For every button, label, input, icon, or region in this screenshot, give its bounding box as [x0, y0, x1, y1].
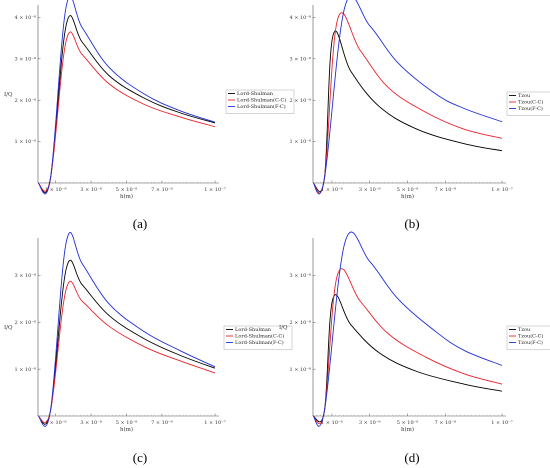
panel-caption: (a)	[133, 216, 147, 231]
legend-box	[506, 91, 550, 116]
y-axis-label: I/Q	[4, 325, 13, 331]
x-tick-label: 1 × 10⁻⁸	[45, 420, 67, 426]
panel-caption: (d)	[404, 450, 419, 465]
chart-panel-c: 1 × 10⁻⁸ 2 × 10⁻⁸ 3 × 10⁻⁸ 1 × 10⁻⁸ 3 × 10⁻⁸…	[4, 232, 293, 465]
legend: Lord-ShulmanLord-Shulman(C-C)Lord-Shulma…	[223, 325, 293, 350]
series-line-2	[37, 280, 216, 424]
legend-label: Lord-Shulman(F-C)	[237, 103, 286, 110]
legend-label: Tzou(F-C)	[518, 339, 543, 346]
x-tick-label: 5 × 10⁻⁸	[116, 420, 138, 426]
series-line-2	[312, 12, 503, 194]
legend-label: Tzou	[518, 93, 531, 99]
y-tick-label: 3 × 10⁻⁸	[289, 56, 311, 62]
series-line-3	[37, 232, 216, 427]
y-tick-label: 1 × 10⁻⁸	[14, 367, 36, 373]
series-line-1	[37, 15, 216, 193]
x-tick-label: 1 × 10⁻⁸	[45, 187, 67, 193]
y-tick-label: 2 × 10⁻⁸	[14, 320, 36, 326]
series-line-2	[37, 31, 216, 192]
y-tick-label: 2 × 10⁻⁸	[289, 320, 311, 326]
x-axis-label: h(m)	[401, 193, 414, 200]
y-tick-label: 1 × 10⁻⁸	[289, 367, 311, 373]
legend-box	[223, 325, 293, 350]
legend-label: Lord-Shulman(C-C)	[235, 333, 284, 340]
series-line-3	[312, 231, 503, 427]
y-tick-label: 3 × 10⁻⁸	[289, 273, 311, 279]
x-tick-label: 1 × 10⁻⁸	[321, 420, 343, 426]
y-tick-label: 3 × 10⁻⁸	[14, 56, 36, 62]
x-tick-label: 5 × 10⁻⁸	[397, 187, 419, 193]
x-tick-label: 1 × 10⁻⁷	[204, 420, 226, 426]
chart-panel-d: 1 × 10⁻⁸ 2 × 10⁻⁸ 3 × 10⁻⁸ 1 × 10⁻⁸ 3 × 10⁻⁸…	[279, 231, 550, 465]
chart-panel-a: 1 × 10⁻⁸ 2 × 10⁻⁸ 3 × 10⁻⁸ 4 × 10⁻⁸ 1 × 10⁻⁸…	[4, 0, 295, 231]
legend-label: Tzou	[518, 327, 531, 333]
x-tick-label: 5 × 10⁻⁸	[116, 187, 138, 193]
y-tick-label: 1 × 10⁻⁸	[14, 139, 36, 145]
x-tick-label: 1 × 10⁻⁸	[321, 187, 343, 193]
legend-box	[225, 89, 295, 114]
y-axis-label: I/Q	[4, 92, 13, 98]
y-axis-label: I/Q	[279, 325, 288, 331]
x-tick-label: 3 × 10⁻⁸	[359, 187, 381, 193]
y-tick-label: 2 × 10⁻⁸	[289, 98, 311, 104]
x-tick-label: 7 × 10⁻⁸	[151, 187, 173, 193]
panel-caption: (c)	[133, 450, 147, 465]
x-tick-label: 1 × 10⁻⁷	[204, 187, 226, 193]
panel-caption: (b)	[404, 216, 419, 231]
legend-box	[506, 325, 550, 350]
legend-label: Lord-Shulman(C-C)	[237, 97, 286, 104]
series-line-3	[312, 0, 503, 195]
x-tick-label: 5 × 10⁻⁸	[397, 420, 419, 426]
x-tick-label: 3 × 10⁻⁸	[80, 420, 102, 426]
chart-panel-b: 1 × 10⁻⁸ 2 × 10⁻⁸ 3 × 10⁻⁸ 4 × 10⁻⁸ 1 × 10⁻⁸…	[289, 0, 550, 231]
legend-label: Lord-Shulman	[235, 327, 272, 333]
legend-label: Tzou(F-C)	[518, 105, 543, 112]
y-tick-label: 4 × 10⁻⁸	[289, 15, 311, 21]
y-tick-label: 2 × 10⁻⁸	[14, 98, 36, 104]
y-tick-label: 3 × 10⁻⁸	[14, 273, 36, 279]
x-tick-label: 7 × 10⁻⁸	[435, 420, 457, 426]
y-tick-label: 1 × 10⁻⁸	[289, 139, 311, 145]
series-line-3	[37, 0, 216, 195]
legend-label: Lord-Shulman(F-C)	[235, 339, 284, 346]
x-axis-label: h(m)	[401, 426, 414, 433]
series-line-2	[312, 268, 503, 425]
x-axis-label: h(m)	[120, 193, 133, 200]
legend-label: Lord-Shulman	[237, 91, 274, 97]
legend-label: Tzou(C-C)	[518, 99, 543, 106]
legend-label: Tzou(C-C)	[518, 333, 543, 340]
x-tick-label: 3 × 10⁻⁸	[80, 187, 102, 193]
x-tick-label: 1 × 10⁻⁷	[491, 420, 513, 426]
x-tick-label: 1 × 10⁻⁷	[491, 187, 513, 193]
x-axis-label: h(m)	[120, 426, 133, 433]
y-tick-label: 4 × 10⁻⁸	[14, 15, 36, 21]
x-tick-label: 3 × 10⁻⁸	[359, 420, 381, 426]
x-tick-label: 7 × 10⁻⁸	[151, 420, 173, 426]
series-line-1	[312, 30, 503, 193]
series-line-1	[37, 259, 216, 425]
series-line-1	[312, 294, 503, 423]
x-tick-label: 7 × 10⁻⁸	[435, 187, 457, 193]
legend: Lord-ShulmanLord-Shulman(C-C)Lord-Shulma…	[225, 89, 295, 114]
